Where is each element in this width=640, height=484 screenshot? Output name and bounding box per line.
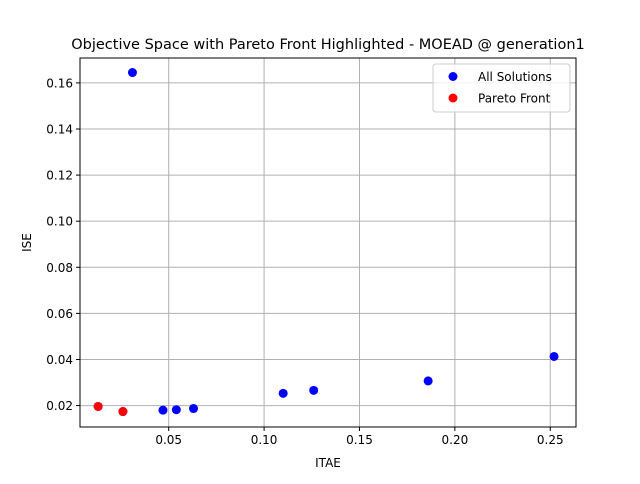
- y-tick-label: 0.04: [46, 353, 73, 367]
- legend-marker-pareto-front: [448, 93, 458, 103]
- y-tick-label: 0.10: [46, 215, 73, 229]
- y-tick-label: 0.16: [46, 76, 73, 90]
- data-points: [93, 68, 559, 417]
- point-all-solutions: [127, 68, 137, 78]
- grid-lines: [80, 58, 576, 427]
- plot-area-frame: [79, 57, 577, 428]
- legend: All Solutions Pareto Front: [432, 63, 571, 113]
- y-axis-label: ISE: [20, 233, 34, 252]
- x-tick-label: 0.05: [155, 433, 182, 447]
- y-axis-ticks: 0.02 0.04 0.06 0.08 0.10 0.12 0.14 0.16: [46, 76, 80, 413]
- y-tick-label: 0.06: [46, 307, 73, 321]
- y-tick-label: 0.02: [46, 399, 73, 413]
- y-tick-label: 0.14: [46, 122, 73, 136]
- legend-label-all-solutions: All Solutions: [478, 70, 552, 84]
- legend-label-pareto-front: Pareto Front: [478, 92, 551, 106]
- x-axis-ticks: 0.05 0.10 0.15 0.20 0.25: [155, 427, 564, 447]
- x-tick-label: 0.20: [442, 433, 469, 447]
- point-all-solutions: [278, 388, 288, 398]
- legend-marker-all-solutions: [448, 72, 458, 81]
- point-all-solutions: [171, 405, 181, 415]
- point-all-solutions: [189, 404, 199, 414]
- x-tick-label: 0.25: [537, 433, 564, 447]
- point-all-solutions: [158, 405, 168, 415]
- chart-title: Objective Space with Pareto Front Highli…: [71, 37, 585, 53]
- point-all-solutions: [549, 351, 559, 361]
- y-tick-label: 0.12: [46, 169, 73, 183]
- point-all-solutions: [309, 385, 319, 395]
- x-axis-label: ITAE: [315, 456, 341, 470]
- point-pareto-front: [93, 401, 103, 411]
- x-tick-label: 0.10: [251, 433, 278, 447]
- x-tick-label: 0.15: [346, 433, 373, 447]
- y-tick-label: 0.08: [46, 261, 73, 275]
- point-pareto-front: [118, 407, 128, 417]
- point-all-solutions: [423, 376, 433, 386]
- legend-box: [432, 63, 571, 113]
